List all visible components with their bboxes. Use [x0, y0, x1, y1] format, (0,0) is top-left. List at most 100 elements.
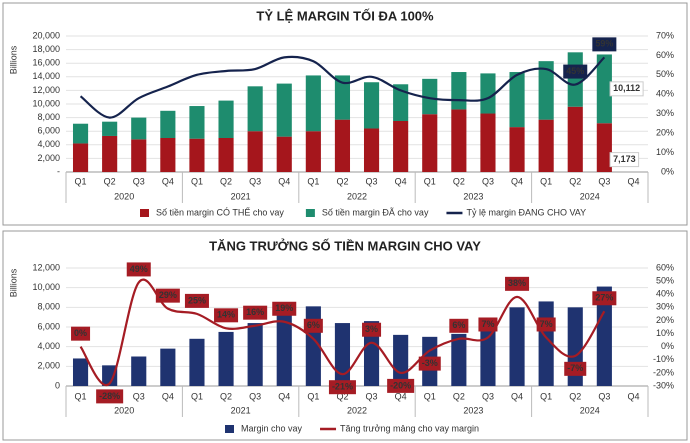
bar: [538, 119, 554, 172]
x-tick-label: Q3: [133, 176, 145, 186]
year-label: 2022: [347, 191, 367, 201]
bar: [218, 100, 234, 138]
line: [79, 55, 606, 119]
y-tick-label: 6,000: [37, 126, 60, 136]
x-tick-label: Q2: [336, 391, 348, 401]
data-label: -3%: [418, 356, 441, 371]
x-tick-label: Q3: [249, 391, 261, 401]
year-label: 2022: [347, 405, 367, 415]
label-box: [184, 293, 209, 308]
bar: [72, 358, 89, 386]
legend-label: Số tiền margin CÓ THỂ cho vay: [156, 206, 284, 217]
label-box: [609, 81, 644, 97]
data-label-text: 59%: [595, 39, 613, 49]
y2-tick-label: 50%: [656, 275, 674, 285]
bar: [247, 323, 263, 386]
x-tick-label: Q1: [424, 176, 436, 186]
y-tick-label: 14,000: [32, 71, 60, 81]
data-label-text: -28%: [99, 391, 120, 401]
data-label-text: 25%: [188, 295, 206, 305]
bar: [334, 75, 351, 120]
label-box: [592, 291, 617, 306]
y-tick-label: 20,000: [32, 30, 60, 40]
label-box: [362, 322, 382, 337]
bar: [538, 61, 554, 120]
data-label: -7%: [564, 361, 587, 376]
label-box: [126, 262, 151, 277]
x-tick-label: Q4: [627, 391, 639, 401]
legend-label: Tỷ lệ margin ĐANG CHO VAY: [466, 207, 586, 217]
x-tick-label: Q3: [482, 176, 494, 186]
data-label: 7%: [536, 317, 556, 332]
y2-tick-label: 60%: [656, 50, 674, 60]
bar: [189, 106, 205, 139]
bar: [218, 331, 234, 386]
x-tick-label: Q4: [511, 176, 523, 186]
bar: [480, 329, 496, 386]
data-label-text: -3%: [422, 358, 438, 368]
x-tick-label: Q3: [598, 176, 610, 186]
data-label: 25%: [184, 293, 209, 308]
legend-swatch: [225, 425, 234, 433]
bar: [72, 143, 89, 172]
x-tick-label: Q4: [278, 391, 290, 401]
x-tick-label: Q3: [366, 391, 378, 401]
label-box: [592, 37, 617, 52]
chart-title: TĂNG TRƯỞNG SỐ TIỀN MARGIN CHO VAY: [209, 238, 481, 253]
x-tick-label: Q1: [307, 391, 319, 401]
bar: [247, 86, 263, 132]
data-label: -28%: [96, 389, 124, 404]
x-tick-label: Q1: [191, 391, 203, 401]
bar: [422, 114, 438, 172]
bar: [160, 348, 176, 386]
data-label-text: 7%: [481, 319, 494, 329]
bar: [596, 54, 612, 124]
y-tick-label: 12,000: [32, 85, 60, 95]
bar: [276, 310, 292, 386]
bar: [102, 121, 118, 136]
bar: [160, 138, 176, 172]
y-axis-label: Billions: [8, 45, 18, 74]
x-tick-label: Q4: [162, 176, 174, 186]
chart-title: TỶ LỆ MARGIN TỐI ĐA 100%: [256, 8, 434, 23]
data-label-text: -20%: [390, 380, 411, 390]
bar: [509, 127, 525, 172]
data-label: 7%: [478, 317, 498, 332]
bar: [596, 286, 612, 386]
bar: [131, 117, 147, 140]
x-tick-label: Q3: [366, 176, 378, 186]
bar: [160, 110, 176, 138]
data-label: 38%: [505, 276, 530, 291]
x-tick-label: Q4: [278, 176, 290, 186]
bar: [567, 52, 583, 107]
bar: [102, 135, 118, 172]
x-tick-label: Q2: [220, 176, 232, 186]
bar: [334, 323, 351, 386]
y2-tick-label: 60%: [656, 262, 674, 272]
bar: [363, 321, 380, 386]
data-label: 59%: [592, 37, 617, 52]
label-box: [478, 317, 498, 332]
bar: [393, 121, 409, 172]
data-label: 14%: [214, 308, 239, 323]
bar: [451, 333, 467, 386]
label-box: [387, 378, 415, 393]
bar: [334, 119, 351, 172]
x-tick-label: Q4: [395, 391, 407, 401]
bar: [276, 83, 292, 137]
label-box: [272, 301, 297, 316]
year-label: 2021: [231, 405, 251, 415]
data-label: 7,173: [609, 152, 640, 168]
x-tick-label: Q2: [569, 176, 581, 186]
bar: [393, 334, 409, 386]
x-tick-label: Q1: [307, 176, 319, 186]
bar: [422, 78, 438, 115]
y-tick-label: 10,000: [32, 98, 60, 108]
y2-tick-label: -30%: [653, 380, 674, 390]
bar: [218, 138, 234, 172]
y-tick-label: -: [57, 166, 60, 176]
label-box: [563, 64, 588, 79]
bar: [509, 307, 525, 386]
bar: [131, 139, 147, 172]
